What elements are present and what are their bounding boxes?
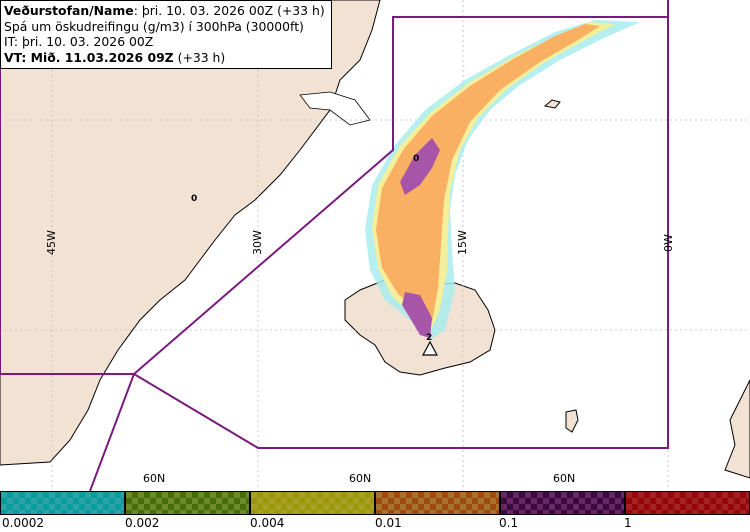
header-line-4: VT: Mið. 11.03.2026 09Z (+33 h)	[4, 50, 325, 66]
legend-tick-6: 1	[624, 516, 632, 530]
header-line-2: Spá um öskudreifingu (g/m3) í 300hPa (30…	[4, 18, 304, 34]
station-mark-1: 0	[191, 194, 197, 204]
ash-plume	[365, 20, 640, 340]
lat-label-2: 60N	[349, 472, 372, 485]
forecast-info-box: Veðurstofan/Name: þri. 10. 03. 2026 00Z …	[0, 0, 332, 69]
station-mark-2: 0	[413, 154, 419, 164]
legend-bin-2	[125, 491, 250, 515]
run-time: : þri. 10. 03. 2026 00Z (+33 h)	[133, 3, 325, 18]
legend-tick-1: 0.0002	[2, 516, 44, 530]
agency-name: Veðurstofan/Name	[4, 3, 134, 18]
legend-bin-1	[0, 491, 125, 515]
fir-boundary	[0, 0, 669, 491]
greenland-landmass	[0, 0, 381, 466]
valid-time: VT: Mið. 11.03.2026 09Z	[4, 49, 174, 65]
map: 0 0 2	[0, 0, 750, 491]
legend-bin-3	[250, 491, 375, 515]
legend-tick-3: 0.004	[250, 516, 285, 530]
lat-label-3: 60N	[553, 472, 576, 485]
faroe-islands	[565, 409, 579, 433]
valid-offset: (+33 h)	[173, 49, 226, 65]
greenland-fjord	[299, 91, 371, 126]
norway-coast	[724, 379, 750, 479]
legend-bin-6	[625, 491, 750, 515]
header-line-1: Veðurstofan/Name: þri. 10. 03. 2026 00Z …	[4, 3, 325, 19]
ash-purple-north	[400, 138, 440, 195]
lon-label-45w: 45W	[45, 230, 58, 255]
header-line-3: IT: þri. 10. 03. 2026 00Z	[4, 34, 154, 49]
legend-tick-5: 0.1	[499, 516, 519, 530]
ash-orange-band	[376, 24, 600, 322]
lon-label-15w: 15W	[456, 230, 469, 255]
lat-label-1: 60N	[143, 472, 166, 485]
lon-label-30w: 30W	[251, 230, 264, 255]
jan-mayen-island	[543, 99, 561, 109]
legend-color-bar	[0, 491, 750, 515]
legend-tick-2: 0.002	[125, 516, 160, 530]
station-mark-3: 2	[426, 333, 432, 343]
ash-purple-south	[402, 292, 432, 338]
warning-triangle-icon	[421, 340, 439, 356]
legend-bin-5	[500, 491, 625, 515]
lon-label-0w: 0W	[662, 234, 675, 252]
legend-tick-4: 0.01	[375, 516, 402, 530]
legend-bin-4	[375, 491, 500, 515]
